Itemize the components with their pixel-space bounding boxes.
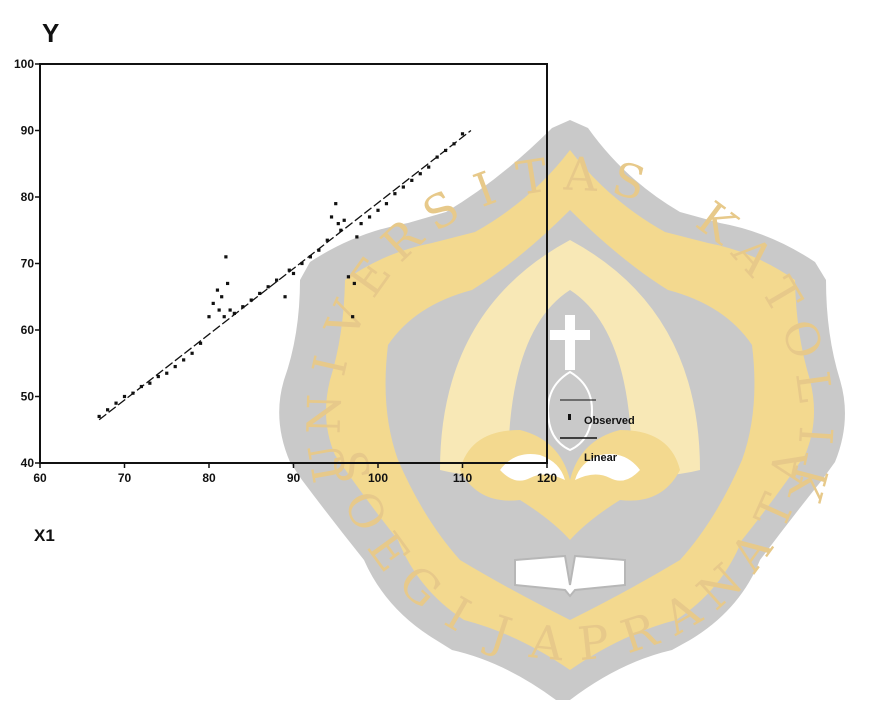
- y-tick-label: 40: [21, 456, 35, 470]
- observed-point: [222, 315, 226, 319]
- observed-point: [114, 401, 118, 405]
- seal-letter: P: [575, 614, 611, 671]
- observed-point: [401, 185, 405, 189]
- legend: Observed Linear: [560, 399, 635, 464]
- x-tick-label: 60: [33, 471, 47, 485]
- open-book-icon: [514, 554, 626, 598]
- observed-point: [165, 371, 169, 375]
- observed-point: [287, 268, 291, 272]
- observed-point: [283, 295, 287, 299]
- x-tick-label: 90: [287, 471, 301, 485]
- observed-point: [122, 394, 127, 399]
- observed-point: [220, 295, 224, 299]
- seal-letter: I: [788, 425, 843, 447]
- observed-point: [393, 192, 397, 196]
- axes: 60 70 80 90 100 110 120 40 50 60 70 80 90 100: [14, 57, 557, 485]
- observed-point: [460, 132, 465, 136]
- observed-point: [336, 222, 340, 226]
- observed-point: [241, 305, 245, 309]
- seal-letter: A: [562, 146, 599, 201]
- observed-point: [359, 222, 363, 226]
- y-tick-label: 100: [14, 57, 34, 71]
- observed-point: [207, 315, 211, 319]
- observed-point: [266, 285, 270, 289]
- y-axis-title: Y: [42, 18, 59, 48]
- observed-point: [342, 218, 346, 222]
- observed-point: [300, 261, 304, 266]
- y-tick-label: 80: [21, 190, 35, 204]
- observed-point: [249, 298, 253, 302]
- observed-point: [275, 278, 279, 282]
- x-tick-label: 80: [202, 471, 216, 485]
- linear-fit-line: [98, 129, 472, 421]
- observed-point: [182, 358, 186, 362]
- y-tick-label: 60: [21, 323, 35, 337]
- x-axis-title: X1: [34, 526, 55, 545]
- seal-center-figure: [546, 370, 594, 452]
- observed-point: [228, 308, 232, 312]
- observed-point: [148, 381, 152, 385]
- observed-point: [352, 281, 356, 286]
- observed-point: [211, 301, 215, 305]
- observed-point: [217, 308, 221, 312]
- observed-point: [224, 255, 228, 259]
- observed-point: [232, 311, 236, 315]
- y-tick-label: 50: [21, 390, 35, 404]
- observed-point: [410, 178, 414, 182]
- observed-point: [156, 374, 160, 379]
- seal-letter: N: [297, 393, 352, 435]
- observed-point: [215, 288, 220, 292]
- seal-inner-swirls: [500, 454, 640, 481]
- observed-point: [173, 364, 177, 369]
- legend-observed-marker: [568, 414, 571, 420]
- observed-point: [258, 291, 262, 296]
- observed-point: [351, 315, 355, 319]
- seal-letter: L: [785, 368, 843, 406]
- seal-letter: A: [526, 614, 566, 671]
- observed-point: [367, 215, 372, 219]
- observed-point: [346, 275, 351, 279]
- seal-arch-gold: [440, 240, 700, 475]
- observed-point: [384, 202, 389, 206]
- observed-point: [427, 165, 431, 169]
- observed-point: [225, 281, 230, 286]
- observed-point: [190, 351, 194, 355]
- observed-point: [355, 235, 359, 239]
- x-tick-label: 120: [537, 471, 557, 485]
- observed-point: [97, 414, 101, 419]
- observed-point: [329, 215, 334, 219]
- data-marks: [97, 129, 472, 421]
- observed-point: [317, 248, 321, 252]
- x-tick-label: 110: [453, 471, 473, 485]
- observed-point: [325, 238, 329, 242]
- y-tick-label: 90: [21, 124, 35, 138]
- observed-point: [198, 341, 203, 345]
- observed-point: [376, 208, 380, 212]
- observed-point: [418, 172, 422, 176]
- legend-linear-label: Linear: [584, 452, 618, 464]
- observed-point: [106, 408, 110, 412]
- cross-icon: [550, 315, 590, 370]
- observed-point: [334, 202, 338, 206]
- observed-point: [339, 228, 343, 232]
- observed-point: [308, 255, 312, 259]
- x-tick-label: 70: [118, 471, 132, 485]
- x-tick-label: 100: [368, 471, 388, 485]
- legend-observed-label: Observed: [584, 415, 635, 427]
- y-tick-label: 70: [21, 257, 35, 271]
- observed-point: [291, 271, 296, 276]
